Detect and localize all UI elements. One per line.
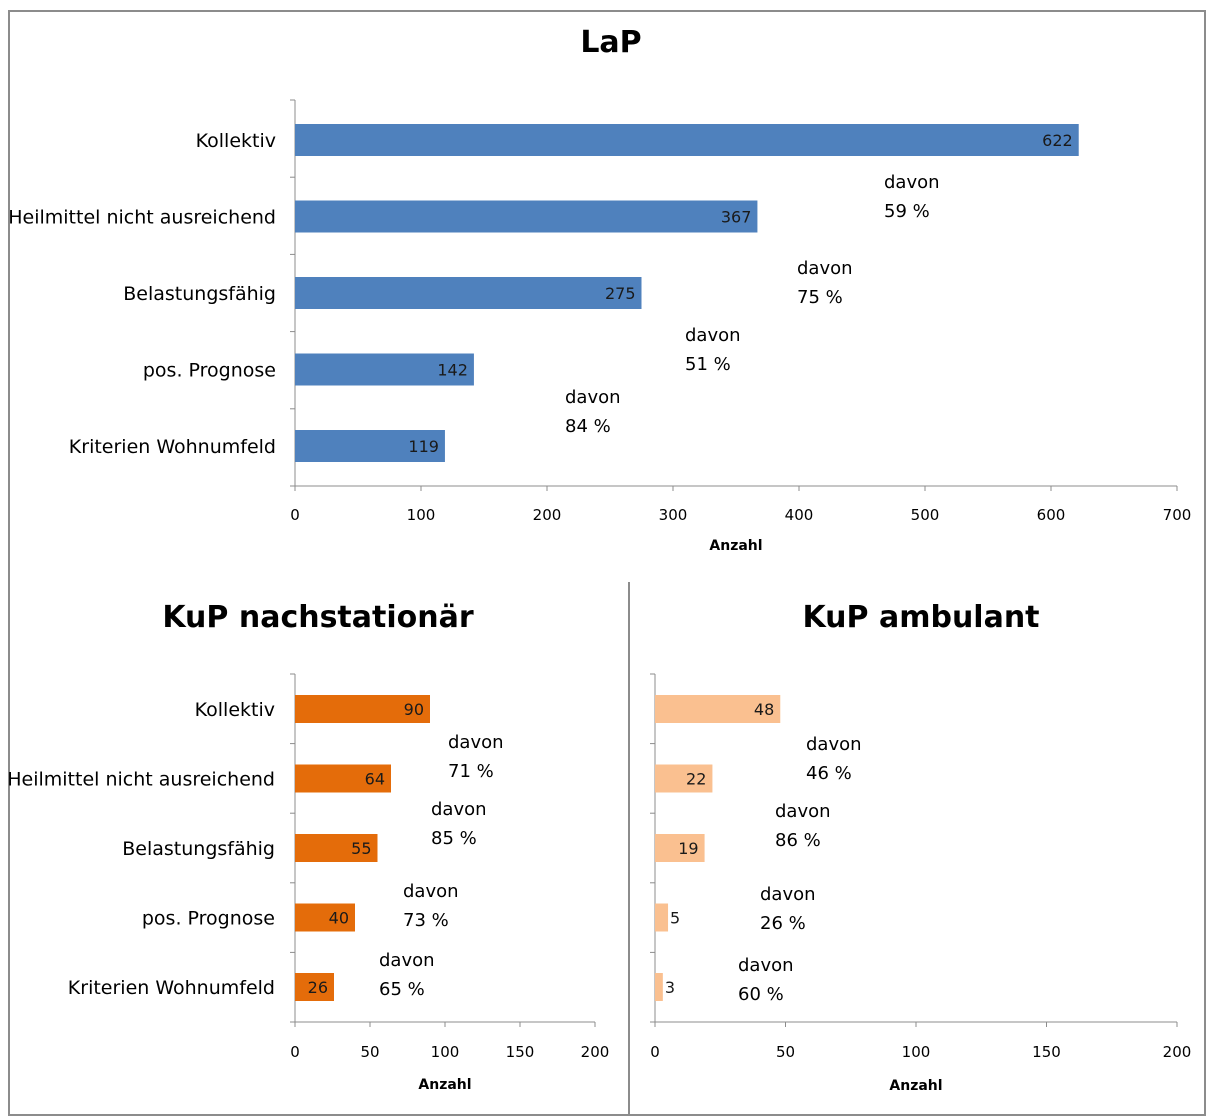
value-tick-label: 100 <box>431 1043 460 1061</box>
bar-value-label: 40 <box>329 909 349 928</box>
bar-value-label: 90 <box>404 700 424 719</box>
annotation-davon: davon <box>884 172 940 193</box>
annotation-davon: davon <box>738 955 794 976</box>
bar <box>295 430 445 462</box>
bar-value-label: 48 <box>754 700 774 719</box>
value-axis-title: Anzahl <box>418 1077 471 1093</box>
annotation-davon: davon <box>379 950 435 971</box>
chart-title: KuP ambulant <box>802 600 1039 635</box>
bar-value-label: 142 <box>437 361 468 380</box>
bar-value-label: 64 <box>365 770 385 789</box>
value-tick-label: 200 <box>533 506 562 524</box>
value-tick-label: 0 <box>290 1043 300 1061</box>
bar-value-label: 367 <box>721 208 752 227</box>
bar-value-label: 22 <box>686 770 706 789</box>
bar <box>295 764 391 793</box>
category-label: Belastungsfähig <box>123 283 276 305</box>
annotation-percent: 75 % <box>797 287 843 308</box>
bar-value-label: 3 <box>665 978 675 997</box>
annotation-davon: davon <box>685 325 741 346</box>
category-label: Kriterien Wohnumfeld <box>69 436 276 458</box>
chart-panel-kup-ambulant <box>628 582 1206 1116</box>
category-label: Kollektiv <box>195 699 275 721</box>
bar <box>295 200 758 233</box>
bar-value-label: 275 <box>605 284 636 303</box>
category-label: Belastungsfähig <box>122 838 275 860</box>
value-axis-title: Anzahl <box>889 1078 942 1094</box>
bar <box>295 973 334 1001</box>
category-label: pos. Prognose <box>143 360 276 382</box>
annotation-davon: davon <box>448 732 504 753</box>
annotation-davon: davon <box>797 258 853 279</box>
annotation-percent: 65 % <box>379 979 425 1000</box>
value-tick-label: 150 <box>506 1043 535 1061</box>
annotation-percent: 85 % <box>431 828 477 849</box>
annotation-davon: davon <box>565 387 621 408</box>
bar-value-label: 19 <box>678 839 698 858</box>
annotation-percent: 84 % <box>565 416 611 437</box>
bar <box>295 903 355 932</box>
bar <box>655 973 663 1001</box>
bar <box>655 764 713 793</box>
value-tick-label: 50 <box>360 1043 379 1061</box>
bar <box>655 695 781 723</box>
value-axis-title: Anzahl <box>709 538 762 554</box>
value-tick-label: 150 <box>1032 1043 1061 1061</box>
annotation-percent: 73 % <box>403 910 449 931</box>
annotation-percent: 71 % <box>448 761 494 782</box>
bar-value-label: 26 <box>308 978 328 997</box>
bar-value-label: 55 <box>351 839 371 858</box>
annotation-davon: davon <box>403 881 459 902</box>
category-label: Kriterien Wohnumfeld <box>68 977 275 999</box>
bar-value-label: 5 <box>670 909 680 928</box>
value-tick-label: 600 <box>1037 506 1066 524</box>
value-tick-label: 200 <box>1163 1043 1192 1061</box>
annotation-percent: 60 % <box>738 984 784 1005</box>
chart-title: LaP <box>580 25 641 60</box>
value-tick-label: 0 <box>290 506 300 524</box>
annotation-percent: 86 % <box>775 830 821 851</box>
bar <box>295 124 1079 156</box>
bar <box>295 353 474 386</box>
bar <box>295 277 642 309</box>
annotation-percent: 26 % <box>760 913 806 934</box>
annotation-percent: 46 % <box>806 763 852 784</box>
value-tick-label: 400 <box>785 506 814 524</box>
annotation-percent: 59 % <box>884 201 930 222</box>
chart-title: KuP nachstationär <box>162 600 474 635</box>
value-tick-label: 500 <box>911 506 940 524</box>
category-label: Kollektiv <box>196 130 276 152</box>
annotation-davon: davon <box>760 884 816 905</box>
bar <box>655 834 705 862</box>
value-tick-label: 100 <box>407 506 436 524</box>
bar <box>295 695 430 723</box>
value-tick-label: 700 <box>1163 506 1192 524</box>
bar <box>295 834 378 862</box>
value-tick-label: 100 <box>902 1043 931 1061</box>
annotation-davon: davon <box>775 801 831 822</box>
category-label: pos. Prognose <box>142 908 275 930</box>
category-label: Heilmittel nicht ausreichend <box>7 769 275 791</box>
bar-value-label: 622 <box>1042 131 1073 150</box>
bar <box>655 903 669 932</box>
bar-value-label: 119 <box>408 437 439 456</box>
value-tick-label: 0 <box>650 1043 660 1061</box>
value-tick-label: 300 <box>659 506 688 524</box>
annotation-percent: 51 % <box>685 354 731 375</box>
annotation-davon: davon <box>806 734 862 755</box>
value-tick-label: 50 <box>776 1043 795 1061</box>
value-tick-label: 200 <box>581 1043 610 1061</box>
category-label: Heilmittel nicht ausreichend <box>8 207 276 229</box>
annotation-davon: davon <box>431 799 487 820</box>
